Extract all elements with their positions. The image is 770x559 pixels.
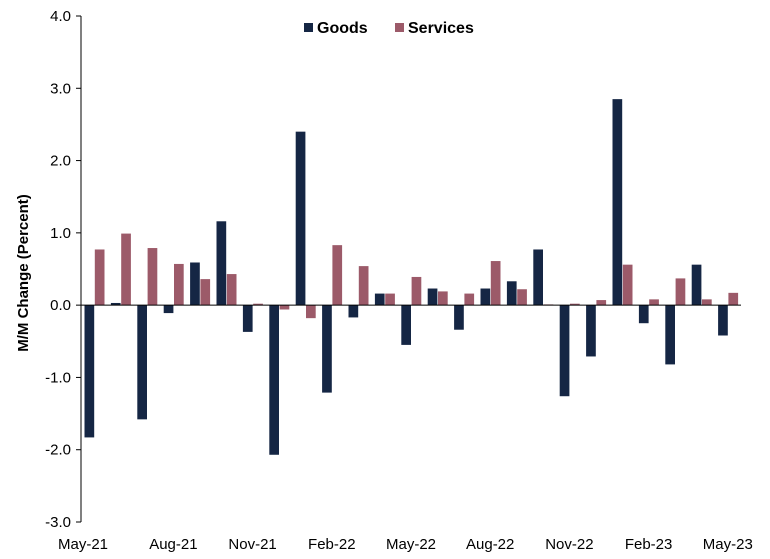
bar-services-dec-22 <box>596 300 607 306</box>
bar-services-mar-23 <box>675 278 686 306</box>
axes-layer <box>76 15 741 523</box>
bar-goods-nov-21 <box>242 305 253 332</box>
bar-services-jul-22 <box>464 293 475 306</box>
bar-services-aug-21 <box>174 263 184 306</box>
bar-goods-may-23 <box>718 305 728 336</box>
x-tick-labels: May-21 Aug-21 Nov-21 Feb-22 May-22 Aug-22 Nov-… <box>58 536 753 553</box>
bar-goods-jan-22 <box>295 131 306 306</box>
y-tick-label: -3.0 <box>45 514 71 531</box>
y-tick-label: 3.0 <box>50 80 71 97</box>
bar-goods-oct-22 <box>533 249 543 306</box>
bar-goods-jun-22 <box>427 288 438 306</box>
bar-services-jun-21 <box>121 233 131 306</box>
bar-services-jun-22 <box>438 291 448 306</box>
bar-goods-feb-23 <box>638 305 649 324</box>
x-tick-label: Feb-23 <box>625 536 673 553</box>
legend-label-services: Services <box>408 20 474 37</box>
bar-services-aug-22 <box>490 261 501 306</box>
legend-label-goods: Goods <box>317 20 368 37</box>
bar-goods-mar-23 <box>665 305 675 365</box>
bar-goods-jul-21 <box>137 305 147 420</box>
bar-services-feb-22 <box>332 245 343 306</box>
bar-goods-jun-21 <box>110 302 121 306</box>
bar-goods-dec-22 <box>586 305 596 357</box>
y-tick-label: 1.0 <box>50 225 71 242</box>
bar-services-jan-22 <box>306 305 316 319</box>
bar-goods-apr-22 <box>374 293 385 306</box>
bar-services-sep-22 <box>517 289 527 306</box>
bar-services-nov-21 <box>253 303 263 306</box>
x-tick-label: May-22 <box>386 536 436 553</box>
bar-services-may-21 <box>94 249 105 306</box>
bar-services-apr-22 <box>385 293 395 306</box>
bar-services-mar-22 <box>358 266 369 306</box>
bar-goods-dec-21 <box>269 305 279 455</box>
bar-goods-sep-21 <box>190 262 200 306</box>
y-tick-label: -2.0 <box>45 442 71 459</box>
x-tick-label: Nov-22 <box>545 536 593 553</box>
y-tick-labels: 4.0 3.0 2.0 1.0 0.0 -1.0 -2.0 -3.0 <box>45 8 71 531</box>
bar-services-may-22 <box>411 276 422 306</box>
bar-services-jul-21 <box>147 248 158 306</box>
bar-services-nov-22 <box>570 303 580 306</box>
x-tick-label: Nov-21 <box>228 536 276 553</box>
bar-goods-aug-21 <box>163 305 174 314</box>
bar-services-may-23 <box>728 292 739 306</box>
y-axis-title: M/M Change (Percent) <box>15 194 32 352</box>
bar-services-dec-21 <box>279 305 290 310</box>
y-tick-label: 2.0 <box>50 153 71 170</box>
y-tick-label: 4.0 <box>50 8 71 25</box>
x-tick-label: May-21 <box>58 536 108 553</box>
y-tick-label: -1.0 <box>45 369 71 386</box>
bar-goods-may-22 <box>401 305 411 345</box>
bar-goods-may-21 <box>84 305 95 438</box>
x-tick-label: Aug-22 <box>466 536 514 553</box>
legend-swatch-services <box>395 23 404 32</box>
bar-goods-aug-22 <box>480 288 491 306</box>
bar-goods-feb-22 <box>322 305 332 393</box>
bar-services-apr-23 <box>702 299 712 306</box>
bar-goods-mar-22 <box>348 305 359 318</box>
bars-layer <box>84 99 739 455</box>
x-tick-label: Aug-21 <box>149 536 197 553</box>
legend: Goods Services <box>304 20 474 37</box>
bar-goods-jul-22 <box>454 305 464 330</box>
bar-services-sep-21 <box>200 279 211 306</box>
bar-goods-sep-22 <box>506 281 517 306</box>
bar-goods-oct-21 <box>216 221 227 306</box>
legend-swatch-goods <box>304 23 313 32</box>
bar-services-jan-23 <box>622 264 633 306</box>
bar-goods-nov-22 <box>559 305 570 397</box>
x-tick-label: Feb-22 <box>308 536 356 553</box>
x-tick-label: May-23 <box>703 536 753 553</box>
y-tick-label: 0.0 <box>50 297 71 314</box>
bar-goods-jan-23 <box>612 99 623 306</box>
bar-services-feb-23 <box>649 299 659 306</box>
bar-services-oct-21 <box>226 274 237 306</box>
bar-goods-apr-23 <box>691 264 702 306</box>
